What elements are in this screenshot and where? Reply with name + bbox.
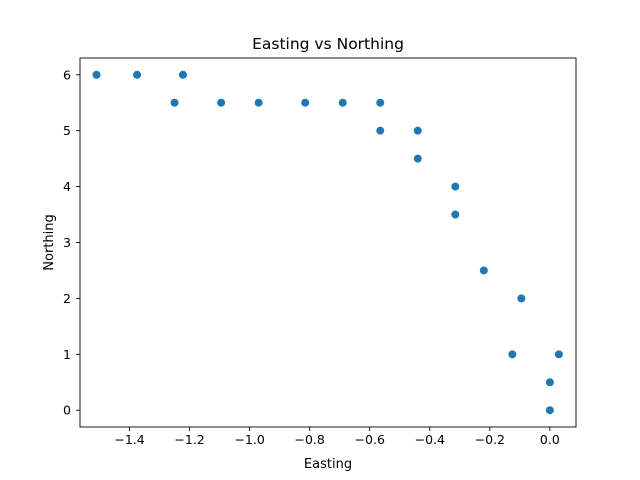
data-point-2 <box>133 70 142 79</box>
x-axis-label: Easting <box>304 457 352 472</box>
data-point-12 <box>413 154 422 163</box>
data-point-19 <box>545 378 554 387</box>
data-point-1 <box>92 70 101 79</box>
x-tick-label: −0.6 <box>355 432 385 447</box>
data-point-4 <box>170 98 179 107</box>
x-tick-label: −0.4 <box>415 432 445 447</box>
x-tick-label: −0.8 <box>295 432 325 447</box>
x-tick-label: −1.2 <box>174 432 204 447</box>
x-axis-ticks: −1.4 −1.2 −1.0 −0.8 −0.6 −0.4 −0.2 0.0 <box>114 427 560 447</box>
data-point-7 <box>301 98 310 107</box>
y-axis-label: Northing <box>42 214 57 270</box>
y-tick-label: 0 <box>63 403 71 418</box>
data-point-3 <box>178 70 187 79</box>
y-axis-ticks: 0 1 2 3 4 5 6 <box>63 67 80 418</box>
data-point-6 <box>254 98 263 107</box>
plot-frame <box>79 57 577 428</box>
y-tick-label: 2 <box>63 291 71 306</box>
data-point-5 <box>217 98 226 107</box>
y-tick-label: 6 <box>63 67 71 82</box>
data-point-20 <box>545 406 554 415</box>
x-tick-label: −0.2 <box>475 432 505 447</box>
data-points <box>92 70 563 415</box>
x-tick-label: 0.0 <box>540 432 560 447</box>
data-point-8 <box>338 98 347 107</box>
y-tick-label: 1 <box>63 347 71 362</box>
data-point-17 <box>508 350 517 359</box>
data-point-9 <box>376 98 385 107</box>
x-tick-label: −1.0 <box>234 432 264 447</box>
y-tick-label: 3 <box>63 235 71 250</box>
y-tick-label: 4 <box>63 179 71 194</box>
x-tick-label: −1.4 <box>114 432 144 447</box>
data-point-15 <box>479 266 488 275</box>
data-point-13 <box>451 182 460 191</box>
data-point-16 <box>517 294 526 303</box>
data-point-10 <box>376 126 385 135</box>
chart-title: Easting vs Northing <box>252 35 404 53</box>
y-tick-label: 5 <box>63 123 71 138</box>
data-point-11 <box>413 126 422 135</box>
data-point-14 <box>451 210 460 219</box>
data-point-18 <box>554 350 563 359</box>
